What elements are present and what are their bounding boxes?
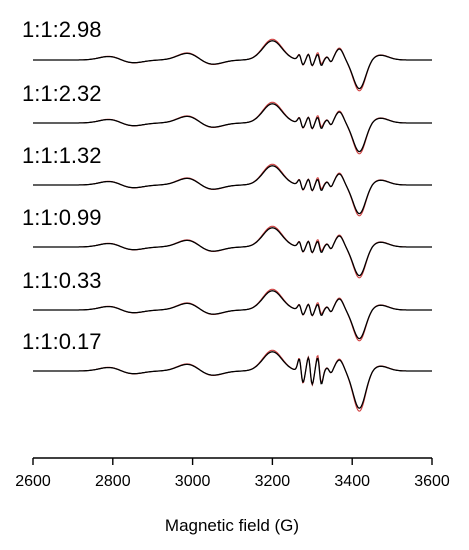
spectrum-experimental-line — [33, 165, 432, 215]
x-tick-label: 3400 — [334, 473, 370, 490]
spectrum-simulated-line — [33, 349, 432, 412]
series-label: 1:1:2.98 — [22, 17, 102, 42]
series-label: 1:1:2.32 — [22, 81, 102, 106]
spectrum-experimental-line — [33, 103, 432, 153]
x-tick-label: 3200 — [255, 473, 291, 490]
series-label: 1:1:0.99 — [22, 205, 102, 230]
series-label: 1:1:0.17 — [22, 329, 102, 354]
x-axis: 2600 2800 3000 3200 3400 3600 — [15, 457, 450, 490]
spectrum-experimental-line — [33, 40, 432, 90]
x-tick-label: 3000 — [175, 473, 211, 490]
series-labels: 1:1:2.98 1:1:2.32 1:1:1.32 1:1:0.99 1:1:0.33… — [22, 17, 102, 354]
x-tick-label: 2600 — [15, 473, 51, 490]
x-tick-label: 3600 — [414, 473, 450, 490]
series-label: 1:1:0.33 — [22, 268, 102, 293]
x-tick-label: 2800 — [95, 473, 131, 490]
series-label: 1:1:1.32 — [22, 143, 102, 168]
spectrum-experimental-line — [33, 227, 432, 277]
spectrum-experimental-line — [33, 351, 432, 409]
spectra-group — [33, 38, 432, 412]
x-axis-title: Magnetic field (G) — [165, 516, 299, 535]
spectrum-experimental-line — [33, 290, 432, 340]
